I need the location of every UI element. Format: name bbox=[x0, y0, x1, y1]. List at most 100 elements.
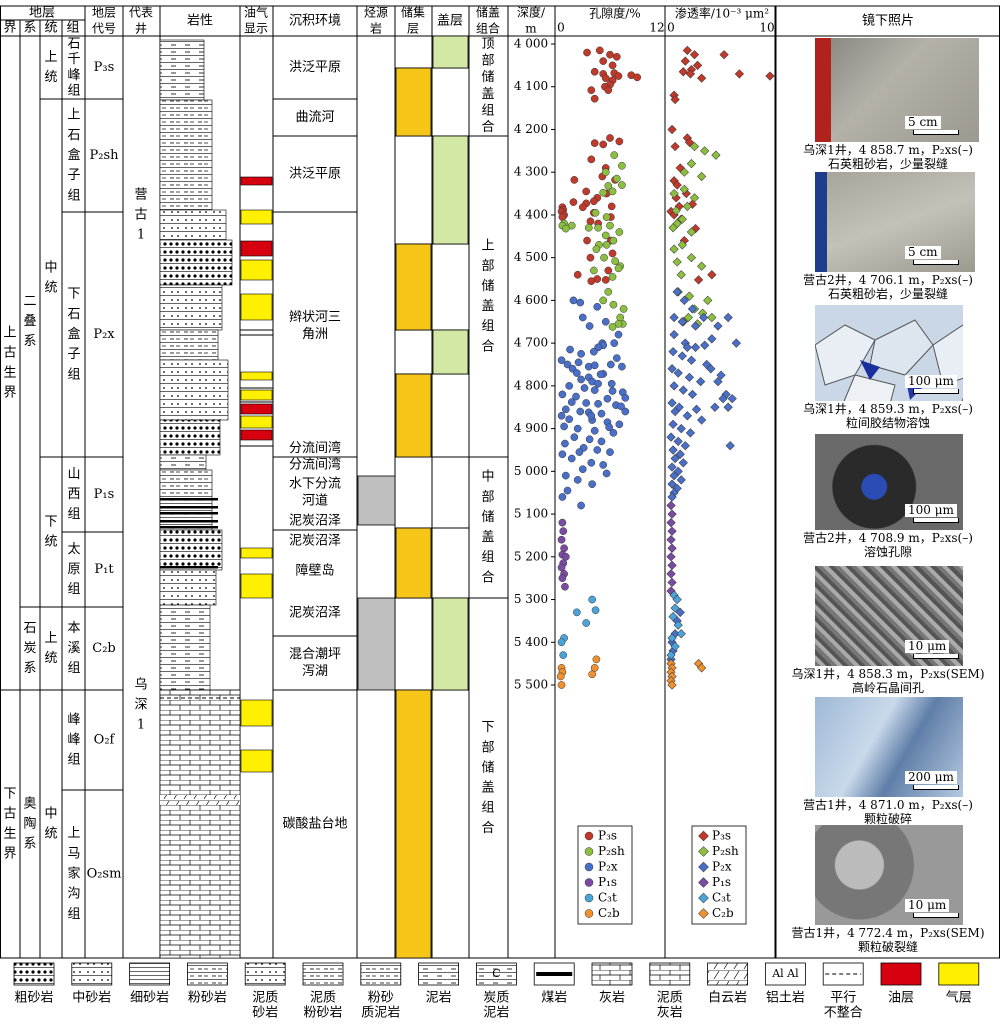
porosity-point bbox=[604, 86, 613, 95]
formation-2-char: 下 bbox=[67, 287, 80, 302]
era-upper-paleozoic-char: 上 bbox=[3, 325, 16, 340]
porosity-point bbox=[604, 182, 613, 190]
permeability-point bbox=[666, 552, 676, 562]
lith-band bbox=[159, 454, 207, 471]
legend-swatch bbox=[13, 962, 55, 986]
porosity-point bbox=[582, 619, 591, 627]
coal-seam bbox=[160, 566, 218, 569]
permeability-point bbox=[686, 355, 697, 365]
environment-12-line: 碳酸盐台地 bbox=[282, 817, 347, 832]
scale-bar-line bbox=[913, 130, 959, 135]
cap-interval bbox=[432, 329, 469, 375]
assemblage-0-char: 部 bbox=[481, 54, 494, 69]
cap-interval bbox=[432, 35, 469, 69]
legend-swatch bbox=[71, 962, 113, 986]
porosity-point bbox=[609, 300, 618, 309]
depth-tick: 4 600 bbox=[514, 293, 548, 307]
porosity-point bbox=[596, 370, 605, 379]
lith-band bbox=[159, 529, 223, 571]
porosity-point bbox=[608, 273, 617, 281]
permeability-point bbox=[765, 71, 775, 81]
legend-swatch bbox=[649, 962, 691, 986]
environment-9: 障壁岛 bbox=[295, 563, 334, 579]
system-ordovician-char: 系 bbox=[23, 837, 36, 852]
porosity-point bbox=[604, 266, 613, 275]
gas-layer bbox=[240, 699, 273, 727]
permeability-point bbox=[676, 424, 686, 434]
permeability-point bbox=[682, 342, 692, 353]
assemblage-2-char: 盖 bbox=[481, 530, 494, 545]
reservoir-interval bbox=[395, 689, 432, 959]
permeability-point bbox=[686, 253, 697, 263]
environment-5-line: 分流间湾 bbox=[289, 457, 341, 473]
legend-marker bbox=[584, 878, 594, 887]
porosity-point bbox=[577, 375, 585, 384]
permeability-point bbox=[667, 398, 677, 408]
permeability-point bbox=[707, 312, 717, 323]
permeability-point bbox=[697, 261, 707, 271]
porosity-point bbox=[561, 582, 569, 591]
system-permian-char: 叠 bbox=[23, 314, 36, 329]
porosity-point bbox=[590, 266, 598, 275]
legend-label: 砂岩 bbox=[252, 1006, 278, 1021]
permeability-point bbox=[685, 69, 696, 79]
porosity-point bbox=[567, 454, 576, 463]
legend-swatch bbox=[475, 962, 517, 986]
formation-7-char: 沟 bbox=[67, 887, 80, 902]
formation-4-char: 组 bbox=[67, 582, 80, 597]
porosity-point bbox=[567, 398, 576, 406]
micrograph-photo bbox=[815, 38, 979, 142]
porosity-point bbox=[585, 435, 594, 444]
legend-label: 灰岩 bbox=[657, 1006, 683, 1021]
porosity-point bbox=[590, 664, 599, 672]
series-middle-permian-char: 统 bbox=[44, 281, 57, 296]
photo-caption-description: 石英粗砂岩，少量裂缝 bbox=[827, 157, 948, 171]
permeability-point bbox=[677, 240, 687, 250]
header-permeability: 渗透率/10⁻³ μm² bbox=[675, 6, 769, 21]
system-permian: 二叠系 bbox=[23, 294, 36, 349]
legend-series-name: P₂x bbox=[598, 860, 618, 874]
permeability-point bbox=[668, 445, 678, 455]
series-lower-permian: 下统 bbox=[44, 514, 57, 549]
legend-label: 铝土岩 bbox=[766, 991, 805, 1006]
permeability-point bbox=[667, 680, 677, 690]
porosity-point bbox=[583, 48, 591, 57]
formation-code-1: P₂sh bbox=[89, 148, 119, 163]
formation-7-char: 组 bbox=[67, 907, 80, 922]
permeability-point bbox=[673, 436, 683, 447]
environment-6-line: 水下分流 bbox=[289, 477, 341, 492]
formation-2-char: 石 bbox=[67, 307, 80, 322]
coal-seam bbox=[160, 526, 218, 529]
permeability-point bbox=[691, 404, 702, 414]
permeability-point bbox=[667, 462, 677, 472]
legend-label: 气层 bbox=[946, 990, 972, 1006]
permeability-point bbox=[670, 406, 680, 417]
porosity-point bbox=[602, 469, 611, 478]
lith-band bbox=[159, 329, 219, 361]
environment-0: 洪泛平原 bbox=[289, 60, 341, 75]
environment-1-line: 曲流河 bbox=[295, 110, 334, 125]
permeability-point bbox=[680, 56, 690, 66]
permeability-point bbox=[682, 201, 692, 211]
permeability-point bbox=[670, 603, 680, 613]
porosity-point bbox=[612, 52, 621, 61]
photo-caption-location: 乌深1井，4 858.3 m，P₂xs(SEM) bbox=[791, 667, 985, 681]
porosity-point bbox=[573, 369, 581, 377]
porosity-point bbox=[608, 61, 617, 70]
series-middle-ordovician: 中统 bbox=[44, 806, 57, 841]
porosity-point bbox=[588, 595, 597, 604]
formation-0-char: 组 bbox=[67, 84, 80, 99]
depth-tick: 4 300 bbox=[514, 165, 548, 179]
header-well-line: 代表 bbox=[129, 6, 153, 20]
formation-1-char: 组 bbox=[67, 188, 80, 203]
permeability-point bbox=[684, 291, 694, 301]
plot0-xtick-max: 12 bbox=[649, 21, 664, 35]
system-ordovician-char: 陶 bbox=[23, 816, 36, 832]
legend-swatch bbox=[186, 962, 228, 986]
legend-series-name: P₂sh bbox=[598, 844, 625, 858]
permeability-point bbox=[723, 402, 733, 412]
system-permian-char: 系 bbox=[23, 334, 36, 349]
legend-label: 中砂岩 bbox=[72, 991, 111, 1006]
